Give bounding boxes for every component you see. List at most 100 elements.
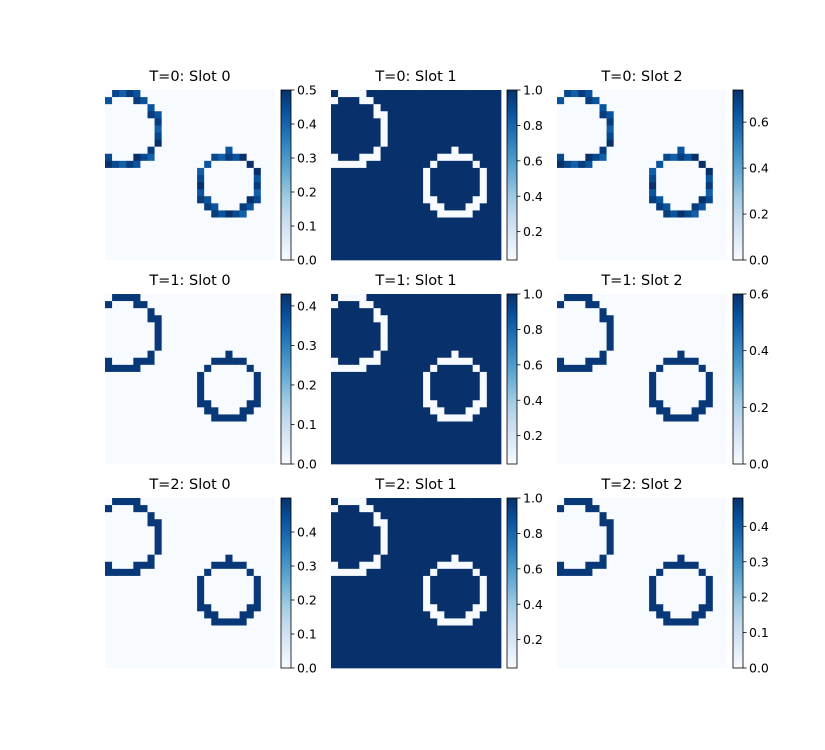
heatmap-cell xyxy=(232,294,240,302)
heatmap-cell xyxy=(140,386,148,394)
heatmap-cell xyxy=(578,97,586,105)
heatmap-cell xyxy=(204,575,212,584)
heatmap-cell xyxy=(232,238,240,247)
heatmap-cell xyxy=(168,231,177,240)
heatmap-cell xyxy=(197,175,205,183)
heatmap-cell xyxy=(437,90,445,98)
heatmap-cell xyxy=(712,238,721,247)
heatmap-cell xyxy=(416,238,424,247)
heatmap-cell xyxy=(133,533,141,541)
heatmap-cell xyxy=(246,217,255,225)
heatmap-cell xyxy=(416,449,424,458)
heatmap-cell xyxy=(705,132,714,140)
heatmap-cell xyxy=(338,407,346,415)
heatmap-cell xyxy=(154,189,163,197)
heatmap-cell xyxy=(656,533,664,541)
heatmap-cell xyxy=(642,449,650,458)
heatmap-cell xyxy=(211,540,219,548)
heatmap-cell xyxy=(168,498,177,506)
heatmap-cell xyxy=(472,456,481,465)
heatmap-cell xyxy=(458,590,466,598)
heatmap-cell xyxy=(677,393,685,401)
heatmap-cell xyxy=(606,139,615,148)
heatmap-cell xyxy=(267,512,276,520)
heatmap-cell xyxy=(218,189,226,197)
heatmap-cell xyxy=(670,393,678,401)
heatmap-cell xyxy=(479,611,488,619)
heatmap-cell xyxy=(634,519,643,527)
heatmap-cell xyxy=(267,357,276,366)
heatmap-cell xyxy=(465,653,474,662)
heatmap-cell xyxy=(218,414,226,422)
heatmap-cell xyxy=(366,449,374,458)
heatmap-cell xyxy=(416,104,424,112)
heatmap-cell xyxy=(486,547,495,556)
heatmap-cell xyxy=(175,379,184,387)
heatmap-cell xyxy=(161,371,170,380)
heatmap-cell xyxy=(684,238,692,247)
heatmap-cell xyxy=(557,540,565,548)
heatmap-cell xyxy=(620,245,629,254)
heatmap-cell xyxy=(486,533,495,541)
heatmap-cell xyxy=(239,104,248,112)
heatmap-cell xyxy=(387,498,396,506)
heatmap-cell xyxy=(260,653,269,662)
heatmap-cell xyxy=(190,498,198,506)
heatmap-cell xyxy=(197,597,205,605)
heatmap-cell xyxy=(486,132,495,140)
heatmap-cell xyxy=(366,146,374,155)
heatmap-cell xyxy=(260,252,269,261)
heatmap-cell xyxy=(642,224,650,233)
heatmap-cell xyxy=(352,224,360,233)
heatmap-cell xyxy=(331,118,339,126)
heatmap-cell xyxy=(190,554,198,563)
heatmap-cell xyxy=(246,554,255,563)
heatmap-cell xyxy=(182,175,191,183)
heatmap-cell xyxy=(352,175,360,183)
heatmap-cell xyxy=(712,357,721,366)
heatmap-cell xyxy=(119,97,127,105)
heatmap-cell xyxy=(430,364,438,373)
heatmap-cell xyxy=(663,421,671,429)
heatmap-cell xyxy=(486,379,495,387)
heatmap-cell xyxy=(705,252,714,261)
heatmap-cell xyxy=(133,301,141,309)
heatmap-cell xyxy=(394,540,403,548)
heatmap-cell xyxy=(394,139,403,148)
heatmap-cell xyxy=(190,160,198,169)
heatmap-cell xyxy=(225,139,233,148)
heatmap-cell xyxy=(352,639,360,648)
heatmap-cell xyxy=(663,407,671,415)
heatmap-cell xyxy=(486,350,495,359)
heatmap-cell xyxy=(345,329,353,337)
heatmap-cell xyxy=(204,632,212,641)
heatmap-cell xyxy=(656,357,664,366)
heatmap-cell xyxy=(592,505,600,513)
heatmap-cell xyxy=(175,421,184,429)
heatmap-cell xyxy=(712,175,721,183)
heatmap-cell xyxy=(451,238,459,247)
heatmap-cell xyxy=(585,139,593,148)
heatmap-cell xyxy=(599,139,607,148)
heatmap-cell xyxy=(698,111,707,119)
heatmap-cell xyxy=(437,435,445,444)
heatmap-cell xyxy=(423,449,431,458)
heatmap-cell xyxy=(197,407,205,415)
heatmap-cell xyxy=(493,554,502,563)
heatmap-cell xyxy=(585,90,593,98)
heatmap-cell xyxy=(126,533,134,541)
colorbar-tick-label: 0.4 xyxy=(749,343,769,358)
heatmap-cell xyxy=(451,547,459,556)
heatmap-cell xyxy=(168,189,177,197)
heatmap-cell xyxy=(394,653,403,662)
heatmap-cell xyxy=(366,386,374,394)
heatmap-cell xyxy=(493,308,502,316)
heatmap-cell xyxy=(126,196,134,204)
heatmap-cell xyxy=(140,217,148,225)
heatmap-cell xyxy=(331,386,339,394)
heatmap-cell xyxy=(564,498,572,506)
heatmap-cell xyxy=(239,343,248,352)
heatmap-cell xyxy=(493,118,502,126)
heatmap-cell xyxy=(564,357,572,366)
colorbar-tick-label: 0.8 xyxy=(523,322,543,337)
